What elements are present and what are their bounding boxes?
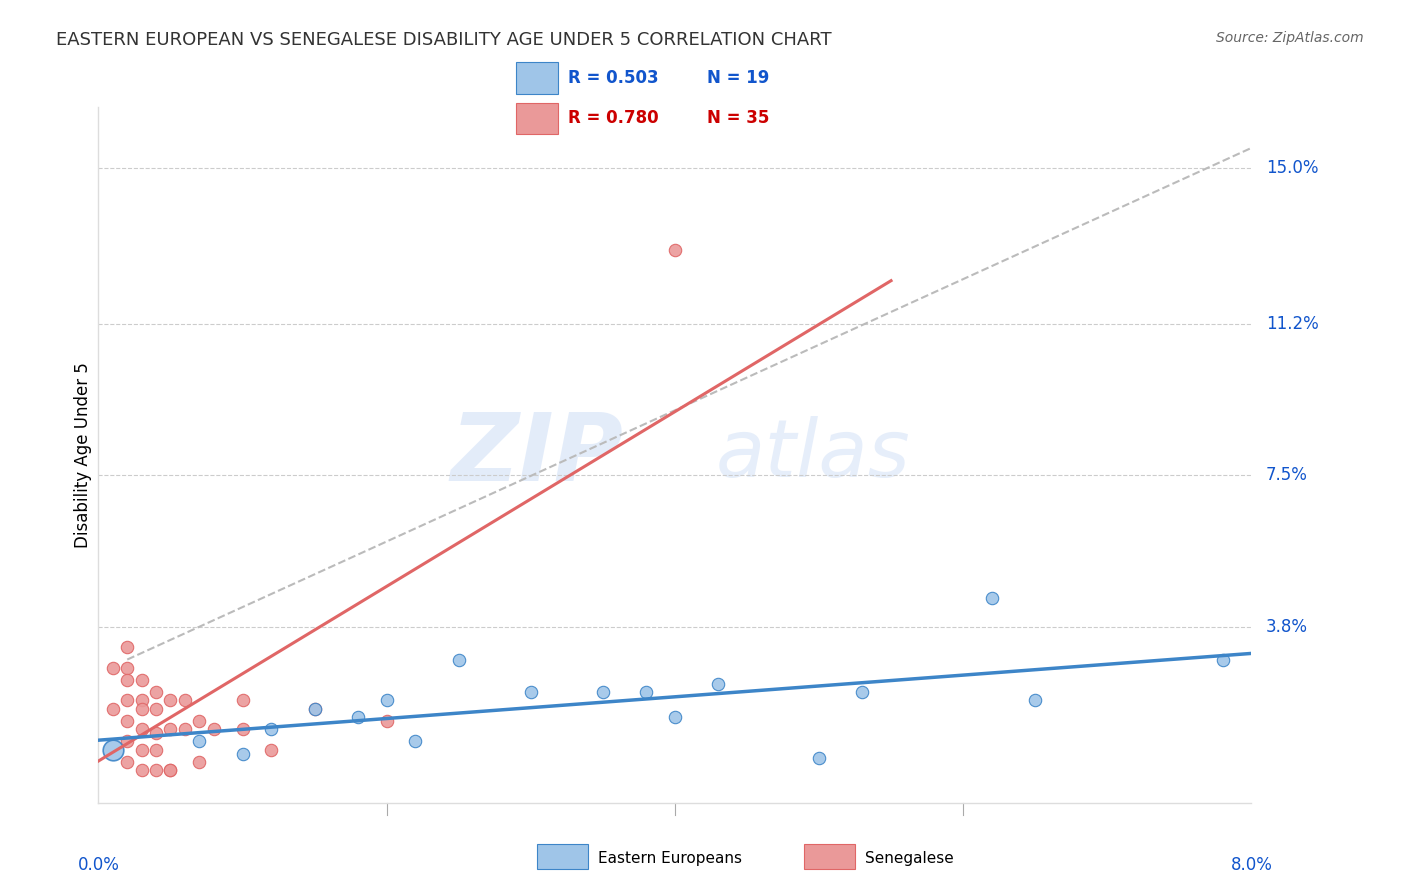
Point <box>519 685 541 699</box>
Point <box>101 742 124 756</box>
FancyBboxPatch shape <box>516 62 558 94</box>
Point <box>131 673 153 687</box>
Point <box>145 726 167 740</box>
Point <box>664 710 686 724</box>
Point <box>131 742 153 756</box>
Point <box>117 693 138 707</box>
Text: EASTERN EUROPEAN VS SENEGALESE DISABILITY AGE UNDER 5 CORRELATION CHART: EASTERN EUROPEAN VS SENEGALESE DISABILIT… <box>56 31 832 49</box>
Point <box>159 763 181 777</box>
Point <box>174 693 197 707</box>
Point <box>202 722 225 736</box>
Text: Source: ZipAtlas.com: Source: ZipAtlas.com <box>1216 31 1364 45</box>
Point <box>304 701 326 715</box>
Point <box>145 701 167 715</box>
Point <box>260 722 283 736</box>
Text: 3.8%: 3.8% <box>1265 618 1308 636</box>
Text: ZIP: ZIP <box>450 409 623 501</box>
Text: 7.5%: 7.5% <box>1265 467 1308 484</box>
Text: N = 35: N = 35 <box>707 109 769 127</box>
Point <box>231 722 254 736</box>
Point <box>159 693 181 707</box>
Point <box>851 685 873 699</box>
Point <box>592 685 614 699</box>
Point <box>981 591 1004 606</box>
Point <box>131 693 153 707</box>
Point <box>159 722 181 736</box>
Point <box>117 734 138 748</box>
Point <box>131 701 153 715</box>
Bar <box>537 844 588 869</box>
Text: 15.0%: 15.0% <box>1265 160 1319 178</box>
Point <box>405 734 427 748</box>
Point <box>117 755 138 769</box>
FancyBboxPatch shape <box>516 103 558 134</box>
Point <box>231 747 254 761</box>
Point <box>117 640 138 655</box>
Point <box>231 693 254 707</box>
Point <box>188 734 211 748</box>
Text: 8.0%: 8.0% <box>1230 856 1272 874</box>
Point <box>260 742 283 756</box>
Point <box>117 661 138 675</box>
Point <box>707 677 730 691</box>
Point <box>1211 652 1234 666</box>
Point <box>145 685 167 699</box>
Point <box>131 722 153 736</box>
Point <box>664 244 686 258</box>
Text: Eastern Europeans: Eastern Europeans <box>598 851 741 865</box>
Text: Senegalese: Senegalese <box>865 851 953 865</box>
Point <box>346 710 368 724</box>
Text: 0.0%: 0.0% <box>77 856 120 874</box>
Point <box>447 652 470 666</box>
Point <box>375 693 398 707</box>
Point <box>131 763 153 777</box>
Point <box>159 763 181 777</box>
Point <box>117 714 138 728</box>
Point <box>145 763 167 777</box>
Text: 11.2%: 11.2% <box>1265 315 1319 333</box>
Text: R = 0.780: R = 0.780 <box>568 109 658 127</box>
Point <box>174 722 197 736</box>
Point <box>188 755 211 769</box>
Text: R = 0.503: R = 0.503 <box>568 70 658 87</box>
Point <box>117 673 138 687</box>
Text: Disability Age Under 5: Disability Age Under 5 <box>73 362 91 548</box>
Point <box>304 701 326 715</box>
Point <box>145 742 167 756</box>
Point <box>636 685 658 699</box>
Text: atlas: atlas <box>716 416 911 494</box>
Point <box>101 661 124 675</box>
Point <box>1024 693 1046 707</box>
Point <box>807 751 830 765</box>
Text: N = 19: N = 19 <box>707 70 769 87</box>
Bar <box>804 844 855 869</box>
Point <box>188 714 211 728</box>
Point <box>375 714 398 728</box>
Point <box>101 701 124 715</box>
